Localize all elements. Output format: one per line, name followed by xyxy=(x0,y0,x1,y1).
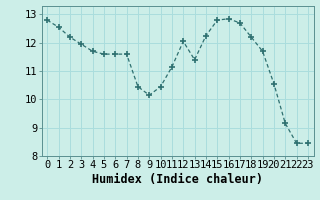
X-axis label: Humidex (Indice chaleur): Humidex (Indice chaleur) xyxy=(92,173,263,186)
